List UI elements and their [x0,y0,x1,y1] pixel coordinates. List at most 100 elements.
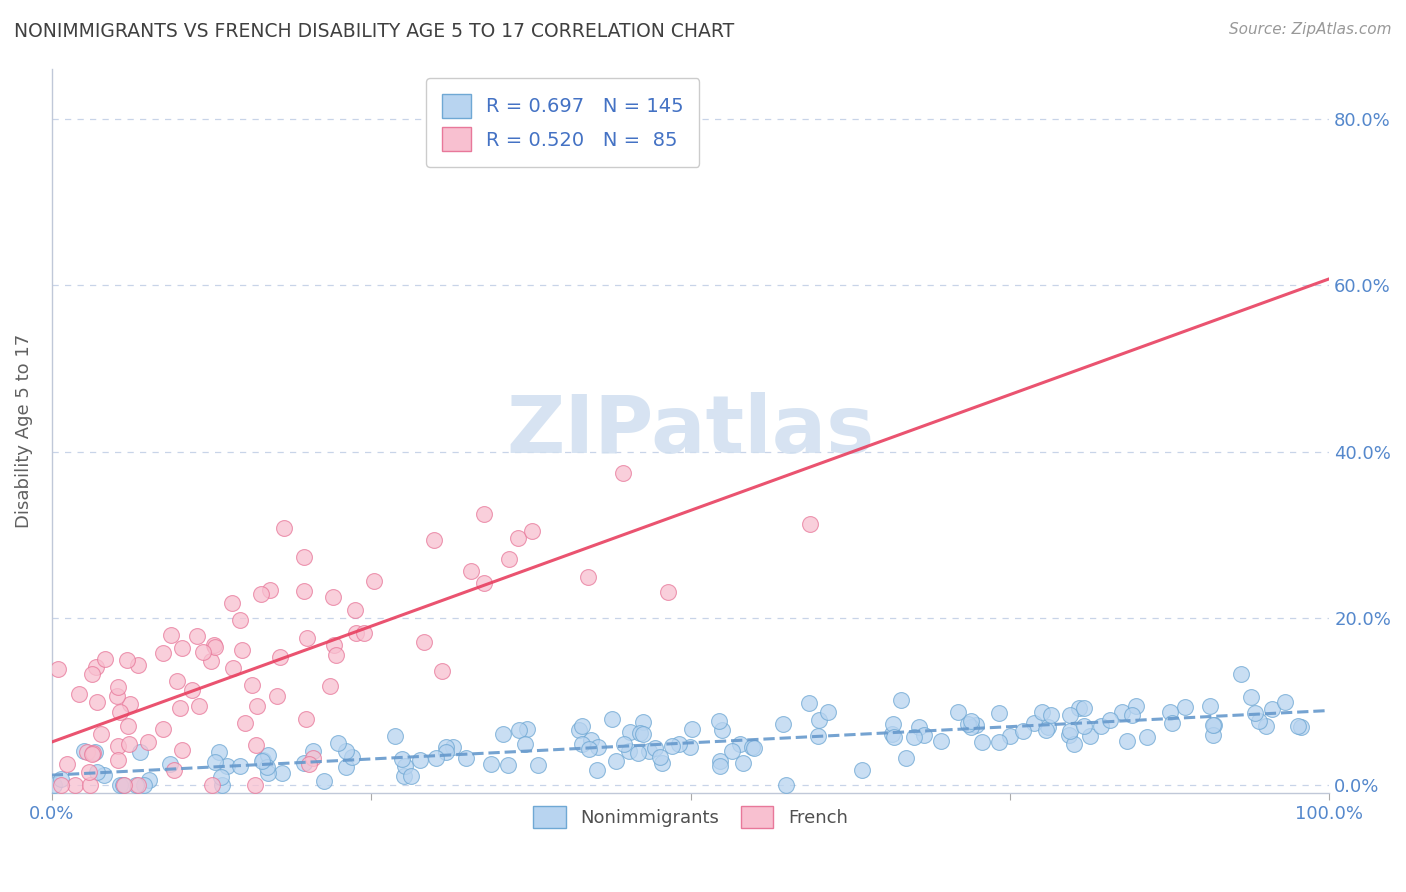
Point [79,778,101,792]
Point [1121,707,1143,722]
Point [1111,706,1133,720]
Point [314,774,336,789]
Point [479,756,502,771]
Point [1202,718,1225,732]
Point [80,666,103,681]
Point [880,727,903,741]
Point [1059,707,1081,722]
Point [903,730,925,744]
Point [1040,708,1063,723]
Point [160,628,183,642]
Point [571,737,593,751]
Point [1198,699,1220,714]
Point [1059,723,1081,738]
Point [733,756,755,770]
Point [335,760,357,774]
Point [93,768,115,782]
Point [1022,716,1045,731]
Text: Source: ZipAtlas.com: Source: ZipAtlas.com [1229,22,1392,37]
Point [79,765,101,780]
Point [200,654,222,668]
Point [72,743,94,757]
Point [1247,714,1270,728]
Point [508,723,530,738]
Point [152,646,174,660]
Point [946,706,969,720]
Point [117,719,139,733]
Point [619,725,641,739]
Point [271,766,294,780]
Point [1078,729,1101,743]
Point [127,778,149,792]
Point [409,754,432,768]
Point [1125,699,1147,714]
Point [1067,701,1090,715]
Point [929,733,952,747]
Point [890,693,912,707]
Point [335,744,357,758]
Point [86,696,108,710]
Point [799,516,821,531]
Point [108,706,131,720]
Point [1240,690,1263,704]
Point [298,756,321,771]
Point [105,690,128,704]
Point [605,755,627,769]
Point [394,758,416,772]
Point [631,714,654,729]
Point [295,712,318,726]
Point [883,730,905,744]
Point [1244,706,1267,720]
Point [152,723,174,737]
Point [83,745,105,759]
Point [627,747,650,761]
Point [520,524,543,538]
Point [987,734,1010,748]
Point [498,552,520,566]
Point [86,764,108,779]
Point [638,744,661,758]
Point [170,641,193,656]
Point [742,740,765,755]
Point [456,750,478,764]
Point [817,705,839,719]
Point [1012,724,1035,739]
Point [657,584,679,599]
Point [434,745,457,759]
Point [1099,713,1122,727]
Point [1063,737,1085,751]
Point [651,756,673,770]
Point [246,698,269,713]
Point [343,603,366,617]
Point [266,689,288,703]
Point [619,744,641,758]
Point [322,638,344,652]
Point [233,716,256,731]
Point [585,763,607,777]
Point [430,664,453,678]
Point [1115,734,1137,748]
Point [668,737,690,751]
Point [496,758,519,772]
Point [49,772,72,786]
Point [231,643,253,657]
Point [441,740,464,755]
Point [129,745,152,759]
Point [186,629,208,643]
Point [107,739,129,753]
Point [600,712,623,726]
Point [292,756,315,770]
Point [423,533,446,548]
Point [353,626,375,640]
Point [571,718,593,732]
Point [209,770,232,784]
Point [56,757,79,772]
Point [959,720,981,734]
Point [516,722,538,736]
Point [363,574,385,588]
Point [988,706,1011,720]
Point [807,730,830,744]
Point [1073,701,1095,715]
Point [202,638,225,652]
Point [112,778,135,792]
